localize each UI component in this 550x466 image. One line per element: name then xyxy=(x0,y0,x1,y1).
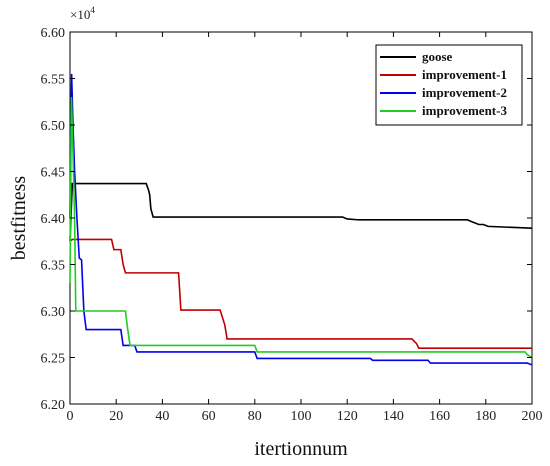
x-tick-label: 140 xyxy=(383,409,404,424)
x-tick-label: 0 xyxy=(67,409,74,424)
y-tick-label: 6.40 xyxy=(41,212,66,227)
series-line-4 xyxy=(69,97,533,359)
legend-items: goose improvement-1 improvement-2 improveme… xyxy=(380,49,507,118)
x-tick-label: 100 xyxy=(291,409,312,424)
series-line-3 xyxy=(69,73,533,366)
y-tick-label: 6.45 xyxy=(41,166,66,181)
y-tick-label: 6.55 xyxy=(41,73,66,88)
series-line-2 xyxy=(69,238,532,350)
series-layer xyxy=(69,73,533,366)
y-tick-label: 6.60 xyxy=(41,26,66,41)
x-tick-label: 120 xyxy=(337,409,358,424)
x-tick-label: 180 xyxy=(475,409,496,424)
legend-label-2: improvement-1 xyxy=(422,67,507,82)
y-tick-label: 6.35 xyxy=(41,259,66,274)
x-tick-label: 160 xyxy=(429,409,450,424)
y-tick-label: 6.20 xyxy=(41,398,66,413)
x-axis-title: itertionnum xyxy=(254,438,348,460)
y-axis-title: bestfitness xyxy=(8,176,30,261)
legend-label-1: goose xyxy=(422,49,453,64)
y-tick-label: 6.50 xyxy=(41,119,66,134)
series-line-1 xyxy=(69,182,533,242)
legend-label-3: improvement-2 xyxy=(422,85,507,100)
x-tick-label: 40 xyxy=(155,409,169,424)
x-tick-label: 20 xyxy=(109,409,123,424)
legend: goose improvement-1 improvement-2 improveme… xyxy=(375,44,523,126)
x-tick-label: 200 xyxy=(522,409,543,424)
y-multiplier-label: ×104 xyxy=(70,5,95,22)
ticks-layer: 0 20 40 60 80 100 120 140 160 180 200 6.20 6.25 6.30 6… xyxy=(41,26,543,424)
y-multiplier-exponent: 4 xyxy=(90,5,95,15)
y-tick-label: 6.25 xyxy=(41,352,66,367)
x-tick-label: 60 xyxy=(202,409,216,424)
y-tick-label: 6.30 xyxy=(41,305,66,320)
y-multiplier-base: ×10 xyxy=(70,7,90,22)
legend-label-4: improvement-3 xyxy=(422,103,507,118)
x-tick-label: 80 xyxy=(248,409,262,424)
